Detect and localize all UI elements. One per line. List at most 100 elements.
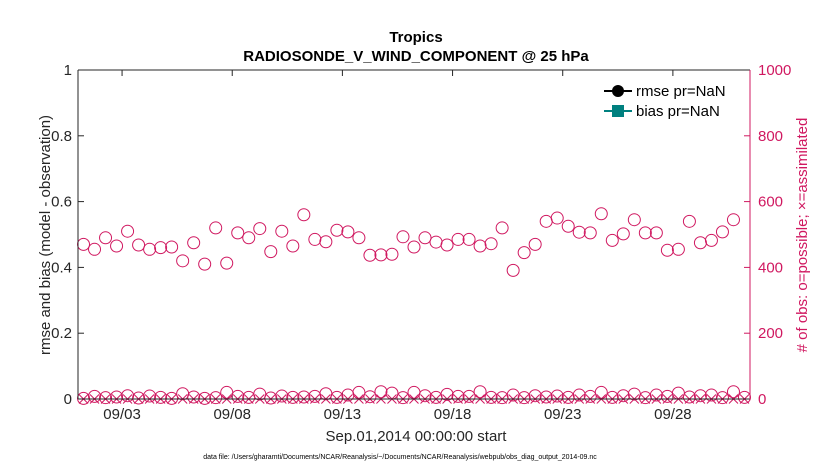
data-point-possible <box>682 214 696 228</box>
legend-bias-label: bias pr=NaN <box>636 103 720 120</box>
data-point-possible <box>363 248 377 262</box>
data-point-possible <box>627 213 641 227</box>
data-point-possible <box>660 243 674 257</box>
data-point-possible-near-zero <box>110 390 124 404</box>
right-y-axis-label: # of obs: o=possible; ×=assimilated <box>794 118 811 353</box>
data-point-possible <box>330 223 344 237</box>
data-point-possible-near-zero <box>187 390 201 404</box>
left-y-tick-label: 0.2 <box>51 325 72 342</box>
data-point-possible-near-zero <box>682 390 696 404</box>
data-file-footnote: data file: /Users/gharamti/Documents/NCA… <box>203 454 597 461</box>
data-point-possible <box>407 240 421 254</box>
legend-rmse-marker <box>612 85 624 97</box>
x-tick-label: 09/18 <box>434 406 472 423</box>
left-y-tick-label: 0 <box>64 391 72 408</box>
data-point-possible <box>418 231 432 245</box>
data-point-possible <box>165 240 179 254</box>
data-point-possible <box>528 237 542 251</box>
data-point-possible-near-zero <box>132 391 146 405</box>
data-point-possible <box>352 231 366 245</box>
data-point-possible <box>242 231 256 245</box>
data-point-possible <box>649 226 663 240</box>
data-point-possible <box>209 221 223 235</box>
data-point-possible <box>616 227 630 241</box>
data-point-possible <box>484 237 498 251</box>
data-point-possible <box>583 226 597 240</box>
data-point-possible-near-zero <box>198 391 212 405</box>
right-y-tick-label: 400 <box>758 259 783 276</box>
data-point-possible <box>220 256 234 270</box>
data-point-possible <box>704 233 718 247</box>
data-point-possible-near-zero <box>693 389 707 403</box>
data-point-possible-near-zero <box>550 389 564 403</box>
data-point-possible-near-zero <box>231 389 245 403</box>
data-point-possible <box>715 225 729 239</box>
data-point-possible-near-zero <box>165 391 179 405</box>
data-point-possible-near-zero <box>396 391 410 405</box>
data-point-possible <box>671 242 685 256</box>
data-point-possible <box>132 238 146 252</box>
data-point-possible <box>275 224 289 238</box>
data-point-possible-near-zero <box>517 391 531 405</box>
data-point-possible <box>451 232 465 246</box>
data-point-possible <box>176 254 190 268</box>
data-point-possible <box>341 225 355 239</box>
data-point-possible-near-zero <box>440 387 454 401</box>
data-point-possible <box>143 242 157 256</box>
data-point-possible-near-zero <box>275 389 289 403</box>
left-y-tick-label: 1 <box>64 62 72 79</box>
left-y-tick-label: 0.4 <box>51 259 72 276</box>
data-point-possible-near-zero <box>726 385 740 399</box>
x-tick-label: 09/03 <box>103 406 141 423</box>
data-point-possible-near-zero <box>473 385 487 399</box>
data-point-possible <box>572 225 586 239</box>
data-point-possible-near-zero <box>286 390 300 404</box>
x-axis-label: Sep.01,2014 00:00:00 start <box>326 428 508 445</box>
data-point-possible <box>198 257 212 271</box>
right-y-tick-label: 200 <box>758 325 783 342</box>
data-point-possible <box>99 231 113 245</box>
data-point-possible <box>605 233 619 247</box>
data-point-possible <box>253 222 267 236</box>
data-point-possible <box>121 224 135 238</box>
data-point-possible-near-zero <box>297 390 311 404</box>
data-point-possible-near-zero <box>462 389 476 403</box>
data-point-possible-near-zero <box>363 390 377 404</box>
data-point-possible-near-zero <box>418 389 432 403</box>
right-y-tick-label: 600 <box>758 194 783 211</box>
data-point-possible-near-zero <box>374 385 388 399</box>
data-point-possible <box>506 263 520 277</box>
data-point-possible-near-zero <box>649 388 663 402</box>
data-point-possible-near-zero <box>594 385 608 399</box>
legend-bias-marker <box>612 105 624 117</box>
chart-subtitle: RADIOSONDE_V_WIND_COMPONENT @ 25 hPa <box>243 48 589 65</box>
left-y-tick-label: 0.6 <box>51 194 72 211</box>
data-point-possible-near-zero <box>451 389 465 403</box>
data-point-possible <box>462 232 476 246</box>
legend: rmse pr=NaN bias pr=NaN <box>604 83 726 120</box>
data-point-possible-near-zero <box>99 391 113 405</box>
x-tick-label: 09/28 <box>654 406 692 423</box>
chart-title: Tropics <box>389 29 442 46</box>
data-point-possible <box>638 226 652 240</box>
data-point-possible <box>286 239 300 253</box>
right-y-tick-label: 800 <box>758 128 783 145</box>
data-point-possible <box>374 248 388 262</box>
data-point-possible <box>594 207 608 221</box>
data-point-possible <box>319 235 333 249</box>
data-point-possible <box>88 242 102 256</box>
data-point-possible <box>561 219 575 233</box>
data-point-possible-near-zero <box>572 388 586 402</box>
data-point-possible <box>187 236 201 250</box>
left-y-axis-label: rmse and bias (model - observation) <box>37 115 54 355</box>
left-y-tick-label: 0.8 <box>51 128 72 145</box>
plot-background <box>78 70 750 399</box>
data-point-possible-near-zero <box>484 390 498 404</box>
data-point-possible-near-zero <box>715 391 729 405</box>
data-point-possible <box>495 221 509 235</box>
data-point-possible <box>726 213 740 227</box>
data-point-possible-near-zero <box>209 391 223 405</box>
x-tick-label: 09/23 <box>544 406 582 423</box>
legend-rmse-label: rmse pr=NaN <box>636 83 726 100</box>
